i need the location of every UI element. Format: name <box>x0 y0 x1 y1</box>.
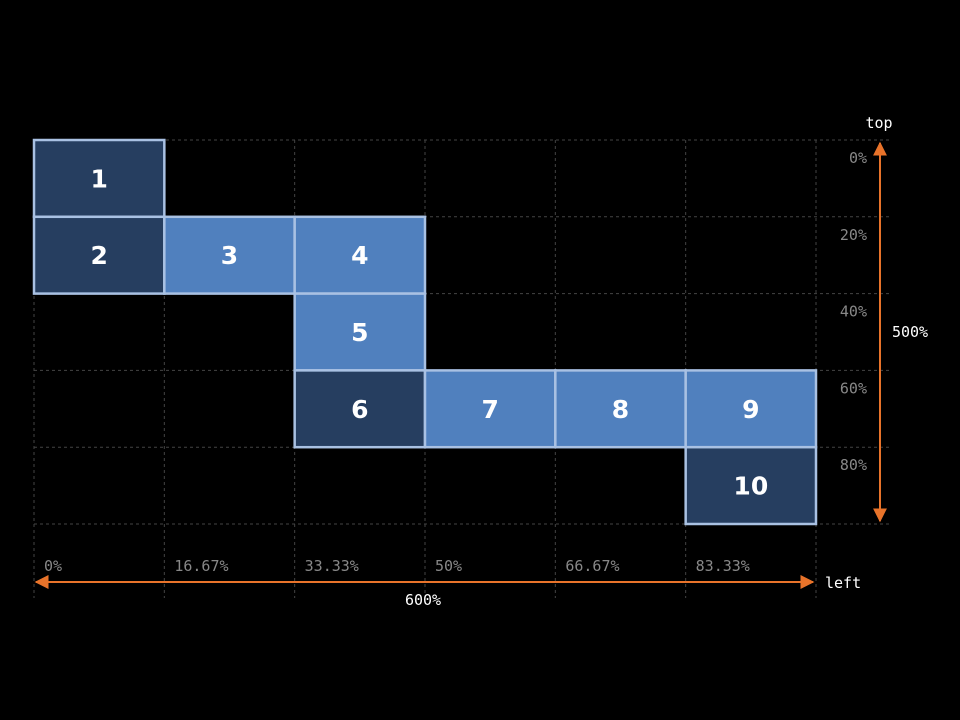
tile-6: 6 <box>293 369 427 449</box>
tile-box <box>32 215 166 295</box>
tile-number: 4 <box>351 241 368 270</box>
tile-number: 1 <box>90 164 107 193</box>
tile-number: 3 <box>221 241 238 270</box>
tile-4: 4 <box>293 215 427 295</box>
tile-box <box>554 369 687 449</box>
tile-number: 7 <box>481 395 498 424</box>
left-tick-label: 16.67% <box>174 557 228 575</box>
left-tick-label: 66.67% <box>565 557 619 575</box>
tile-number: 8 <box>612 395 629 424</box>
tile-10: 10 <box>684 445 818 526</box>
tile-box <box>293 292 427 372</box>
top-axis-label: top <box>865 114 892 132</box>
top-tick-label: 80% <box>840 456 867 474</box>
tiles-group: 1 2 3 4 5 6 7 8 9 10 <box>32 138 818 526</box>
tile-number: 5 <box>351 318 368 347</box>
left-tick-label: 50% <box>435 557 462 575</box>
tile-number: 9 <box>742 395 759 424</box>
top-tick-label: 0% <box>849 149 867 167</box>
tile-8: 8 <box>554 369 687 449</box>
top-tick-label: 40% <box>840 303 867 321</box>
tile-box <box>293 215 427 295</box>
top-axis-span-label: 500% <box>892 323 928 341</box>
tile-3: 3 <box>163 215 296 295</box>
axes-group: top 500% left 600% <box>34 114 928 609</box>
tile-5: 5 <box>293 292 427 372</box>
tile-box <box>684 445 818 526</box>
left-tick-label: 33.33% <box>305 557 359 575</box>
left-axis-label: left <box>825 574 861 592</box>
tile-number: 10 <box>733 472 768 501</box>
tile-number: 6 <box>351 395 368 424</box>
top-tick-label: 60% <box>840 379 867 397</box>
tile-box <box>32 138 166 219</box>
tile-2: 2 <box>32 215 166 295</box>
tile-box <box>684 369 818 449</box>
tick-labels: 0% 20% 40% 60% 80% 0% 16.67% 33.33% 50% 66.67% 83.… <box>44 149 867 575</box>
left-tick-label: 0% <box>44 557 62 575</box>
left-axis-span-label: 600% <box>405 591 441 609</box>
tile-7: 7 <box>423 369 557 449</box>
tile-9: 9 <box>684 369 818 449</box>
tile-number: 2 <box>90 241 107 270</box>
top-tick-label: 20% <box>840 226 867 244</box>
tile-1: 1 <box>32 138 166 219</box>
tile-box <box>293 369 427 449</box>
left-tick-label: 83.33% <box>696 557 750 575</box>
